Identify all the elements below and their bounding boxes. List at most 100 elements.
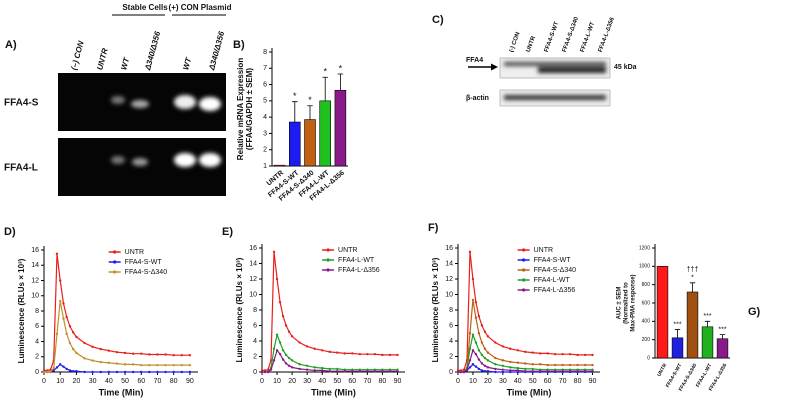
point <box>381 370 384 373</box>
x-tick-label: 50 <box>529 378 537 385</box>
x-tick-label: 20 <box>484 378 492 385</box>
point <box>148 353 151 356</box>
point <box>287 364 291 367</box>
point <box>561 370 564 373</box>
legend-label: FFA4-S-Δ340 <box>534 267 577 274</box>
y-tick-label: 4 <box>35 338 39 345</box>
x-tick-label: 80 <box>574 378 582 385</box>
point <box>99 347 102 351</box>
point <box>83 370 86 374</box>
point <box>583 370 587 373</box>
point <box>164 363 167 367</box>
point <box>553 352 557 356</box>
legend-marker <box>522 258 526 262</box>
point <box>494 367 497 371</box>
point <box>172 363 175 367</box>
panel-label: D) <box>4 226 16 238</box>
x-axis-title: Time (Min) <box>311 387 356 397</box>
x-axis-title: Time (Min) <box>507 387 552 397</box>
point <box>55 252 59 256</box>
y-tick-label: 16 <box>445 245 453 252</box>
legend-label: FFA4-L-WT <box>338 257 375 264</box>
x-tick-label: 60 <box>137 378 145 385</box>
bar <box>319 100 331 167</box>
point <box>305 368 309 371</box>
y-tick-label: 800 <box>642 282 651 288</box>
point <box>501 368 505 371</box>
y-tick-label: 16 <box>31 247 39 254</box>
point <box>516 366 519 370</box>
point <box>477 315 481 318</box>
legend-marker <box>113 260 117 264</box>
series-line <box>458 332 593 373</box>
annotation: * <box>308 95 312 105</box>
point <box>486 359 490 362</box>
point <box>156 353 159 356</box>
point <box>486 366 490 369</box>
point <box>568 370 572 373</box>
x-tick-label: UNTR <box>656 362 668 377</box>
legend-label: FFA4-S-Δ340 <box>125 269 168 276</box>
y-axis-title: (FFA4/GAPDH ± SEM) <box>245 68 254 151</box>
legend-label: FFA4-S-WT <box>125 259 163 266</box>
point <box>373 370 377 373</box>
point <box>468 332 472 335</box>
y-tick-label: 8 <box>263 49 267 56</box>
point <box>336 351 339 354</box>
point <box>328 350 331 354</box>
point <box>52 369 55 372</box>
y-tick-label: 14 <box>249 260 257 267</box>
x-tick-label: 70 <box>363 378 371 385</box>
point <box>180 370 183 374</box>
point <box>561 352 564 356</box>
point <box>75 370 78 373</box>
point <box>75 335 78 339</box>
point <box>107 361 111 365</box>
point <box>539 363 542 366</box>
point <box>59 363 62 366</box>
lane-label: FFA4-S-WT <box>544 21 561 53</box>
row-label: FFA4-L <box>4 163 38 174</box>
point <box>494 363 497 366</box>
point <box>148 363 151 367</box>
point <box>509 366 512 369</box>
lane-label: FFA4-L-Δ356 <box>598 16 616 53</box>
y-tick-label: 0 <box>647 355 650 361</box>
point <box>477 332 481 335</box>
point <box>123 363 127 366</box>
annotation: *** <box>673 321 681 328</box>
bar <box>716 338 729 359</box>
y-axis-title: AUC ± SEM <box>617 287 623 320</box>
y-tick-label: 600 <box>642 300 651 306</box>
y-tick-label: 0 <box>449 369 453 376</box>
point <box>62 302 65 305</box>
point <box>68 369 72 372</box>
point <box>583 353 587 357</box>
y-tick-label: 6 <box>449 322 453 329</box>
point <box>328 367 331 371</box>
legend-marker <box>522 278 526 282</box>
y-tick-label: 0 <box>253 369 257 376</box>
annotation: * <box>323 67 327 77</box>
point <box>275 333 279 336</box>
annotation: ††† <box>687 267 699 274</box>
point <box>373 352 377 356</box>
point <box>358 370 362 373</box>
lane-label: FFA4-S-Δ340 <box>562 16 581 53</box>
point <box>343 370 346 373</box>
y-tick-label: 12 <box>445 276 453 283</box>
y-tick-label: 1000 <box>639 264 650 270</box>
point <box>49 370 52 374</box>
point <box>494 341 497 344</box>
error-bar <box>704 320 711 327</box>
lane-label: WT <box>181 56 193 71</box>
y-tick-label: 400 <box>642 319 651 325</box>
point <box>263 370 267 374</box>
point <box>65 367 68 371</box>
point <box>123 370 127 374</box>
point <box>468 359 472 362</box>
point <box>524 367 527 371</box>
point <box>188 363 192 367</box>
point <box>531 367 534 371</box>
point <box>468 250 472 254</box>
